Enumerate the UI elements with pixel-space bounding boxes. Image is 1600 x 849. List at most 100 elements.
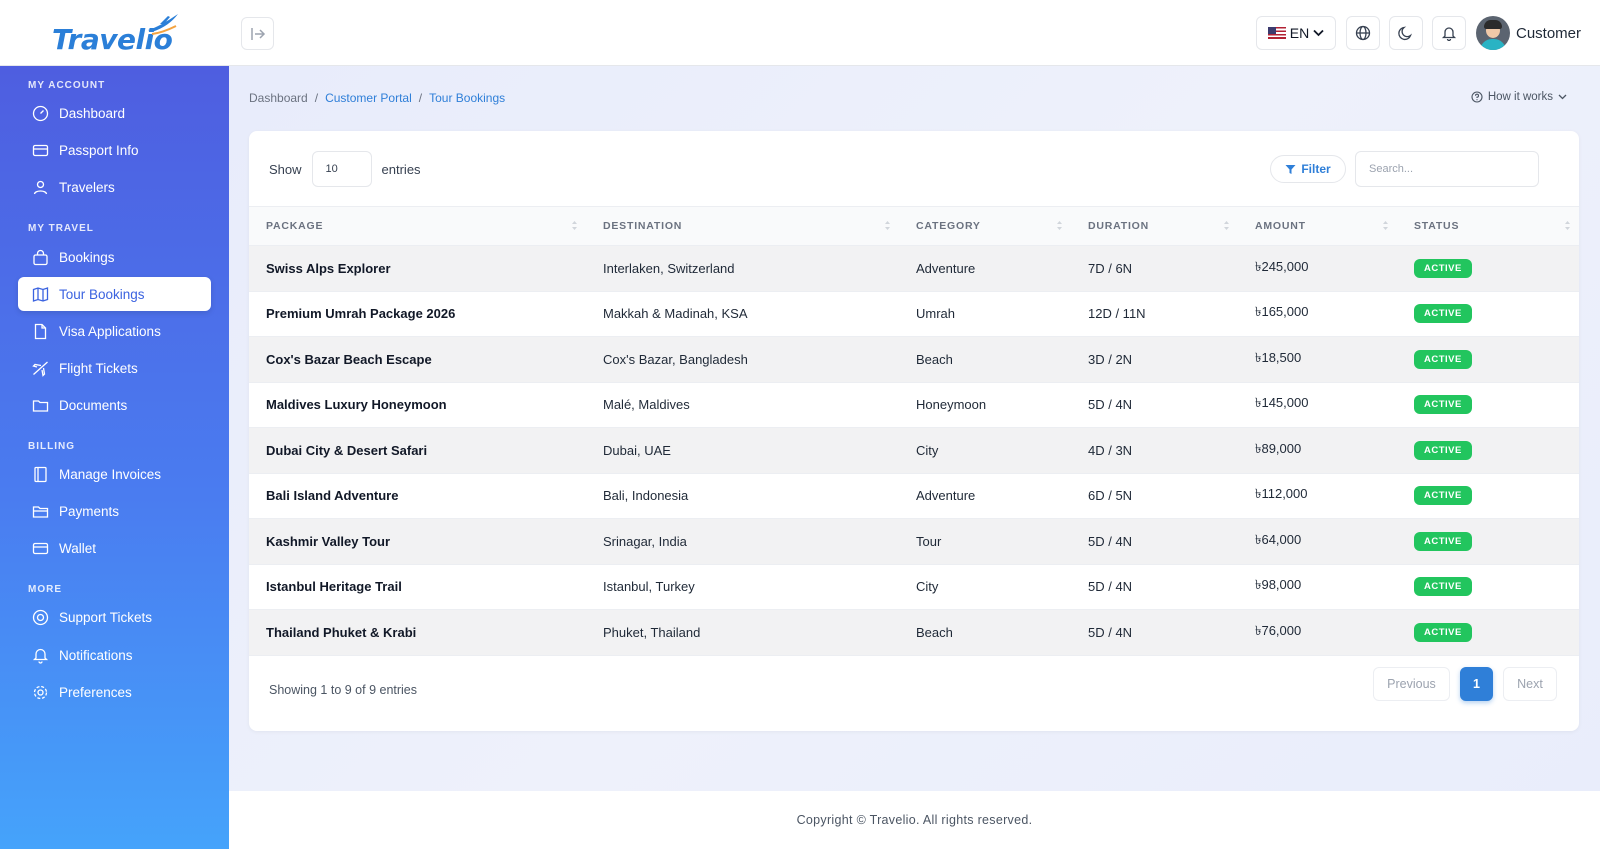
column-header-package[interactable]: PACKAGE [249,207,586,246]
cell-status: ACTIVE [1397,519,1579,565]
sidebar-section-my-travel: MY TRAVEL [28,223,94,234]
cell-amount: ৳76,000 [1255,622,1302,638]
globe-icon [1355,25,1371,41]
cell-duration: 3D / 2N [1088,351,1133,367]
pagination: Previous 1 Next [1373,667,1557,701]
table-row[interactable]: Maldives Luxury Honeymoon Malé, Maldives… [249,382,1579,428]
sidebar-item-label: Passport Info [59,142,139,158]
next-page-button[interactable]: Next [1503,667,1557,701]
gear-icon [33,685,48,699]
cell-destination: Phuket, Thailand [603,624,701,640]
sidebar-item-label: Notifications [59,647,133,663]
how-it-works-toggle[interactable]: How it works [1471,91,1567,103]
filter-label: Filter [1301,162,1331,176]
sidebar-item-passport-info[interactable]: Passport Info [18,133,211,167]
user-menu[interactable]: Customer [1476,16,1581,50]
table-row[interactable]: Swiss Alps Explorer Interlaken, Switzerl… [249,245,1579,292]
cell-package: Istanbul Heritage Trail [266,579,402,595]
globe-button[interactable] [1346,16,1380,50]
page-1-button[interactable]: 1 [1460,667,1493,701]
cell-status: ACTIVE [1397,246,1579,292]
sidebar-item-visa-applications[interactable]: Visa Applications [18,314,211,348]
sidebar-item-documents[interactable]: Documents [18,388,211,422]
sidebar-item-wallet[interactable]: Wallet [18,531,211,565]
language-code: EN [1289,25,1310,41]
table-row[interactable]: Bali Island Adventure Bali, Indonesia Ad… [249,473,1579,519]
top-bar: Travelio EN [0,0,1600,66]
cell-duration: 7D / 6N [1088,260,1133,276]
language-selector[interactable]: EN [1256,16,1336,50]
table-row[interactable]: Premium Umrah Package 2026 Makkah & Madi… [249,291,1579,337]
table-header-row: PACKAGE DESTINATION CATEGORY DURATION AM… [249,206,1579,246]
table-row[interactable]: Dubai City & Desert Safari Dubai, UAE Ci… [249,427,1579,473]
cell-status: ACTIVE [1397,337,1579,383]
sidebar-item-tour-bookings[interactable]: Tour Bookings [18,277,211,311]
sidebar: MY ACCOUNT Dashboard Passport Info Trave… [0,66,229,849]
previous-page-button[interactable]: Previous [1373,667,1450,701]
cell-duration: 5D / 4N [1088,533,1133,549]
table-row[interactable]: Thailand Phuket & Krabi Phuket, Thailand… [249,609,1579,655]
cell-category: City [916,579,939,595]
bookings-table: PACKAGE DESTINATION CATEGORY DURATION AM… [249,206,1579,656]
cell-destination: Cox's Bazar, Bangladesh [603,351,748,367]
cell-destination: Srinagar, India [603,533,687,549]
cell-duration: 5D / 4N [1088,397,1133,413]
sidebar-item-travelers[interactable]: Travelers [18,170,211,204]
column-header-destination[interactable]: DESTINATION [586,207,899,246]
sidebar-item-dashboard[interactable]: Dashboard [18,96,211,130]
user-name: Customer [1516,24,1582,42]
sidebar-item-flight-tickets[interactable]: Flight Tickets [18,351,211,385]
column-header-category[interactable]: CATEGORY [899,207,1071,246]
table-row[interactable]: Cox's Bazar Beach Escape Cox's Bazar, Ba… [249,336,1579,383]
search-input[interactable] [1355,151,1539,187]
us-flag-icon [1267,27,1286,39]
theme-toggle-button[interactable] [1389,16,1423,50]
status-badge: ACTIVE [1414,440,1472,460]
sidebar-item-bookings[interactable]: Bookings [18,240,211,274]
status-badge: ACTIVE [1414,395,1472,415]
cell-duration: 12D / 11N [1088,306,1146,322]
chevron-down-icon [1558,94,1567,100]
notifications-button[interactable] [1432,16,1466,50]
sidebar-item-preferences[interactable]: Preferences [18,675,211,709]
invoice-icon [34,466,47,482]
bell-icon [1441,27,1457,41]
sidebar-item-label: Manage Invoices [59,466,162,482]
sidebar-item-support-tickets[interactable]: Support Tickets [18,600,211,634]
cell-package: Swiss Alps Explorer [266,260,391,276]
filter-button[interactable]: Filter [1270,155,1346,183]
entries-per-page-select[interactable]: 10 [311,151,372,187]
column-header-status[interactable]: STATUS [1397,207,1579,246]
sidebar-item-manage-invoices[interactable]: Manage Invoices [18,457,211,491]
column-header-amount[interactable]: AMOUNT [1238,207,1397,246]
lifebuoy-icon [32,609,49,625]
status-badge: ACTIVE [1414,258,1472,278]
cell-amount: ৳112,000 [1255,486,1308,502]
cell-duration: 5D / 4N [1088,579,1133,595]
sidebar-item-label: Preferences [59,684,132,700]
column-header-duration[interactable]: DURATION [1071,207,1238,246]
help-circle-icon [1471,91,1483,103]
gauge-icon [32,105,49,121]
sidebar-item-payments[interactable]: Payments [18,494,211,528]
card-icon [32,144,49,156]
cell-amount: ৳89,000 [1255,440,1302,456]
cell-duration: 5D / 4N [1088,624,1133,640]
breadcrumb-tour-bookings: Tour Bookings [429,91,506,105]
status-badge: ACTIVE [1414,622,1472,642]
brand-logo[interactable]: Travelio [52,14,178,54]
cell-category: City [916,442,939,458]
table-row[interactable]: Kashmir Valley Tour Srinagar, India Tour… [249,518,1579,565]
cell-duration: 6D / 5N [1088,488,1133,504]
cell-category: Adventure [916,260,976,276]
entries-control: Show 10 entries [269,151,421,187]
breadcrumb-dashboard[interactable]: Dashboard [249,91,308,105]
sidebar-toggle-button[interactable] [241,17,274,50]
folder-icon [32,399,49,412]
cell-category: Beach [916,351,953,367]
table-row[interactable]: Istanbul Heritage Trail Istanbul, Turkey… [249,564,1579,610]
breadcrumb-customer-portal[interactable]: Customer Portal [325,91,412,105]
cell-package: Thailand Phuket & Krabi [266,624,417,640]
sidebar-item-notifications[interactable]: Notifications [18,638,211,672]
sidebar-item-label: Flight Tickets [59,360,138,376]
